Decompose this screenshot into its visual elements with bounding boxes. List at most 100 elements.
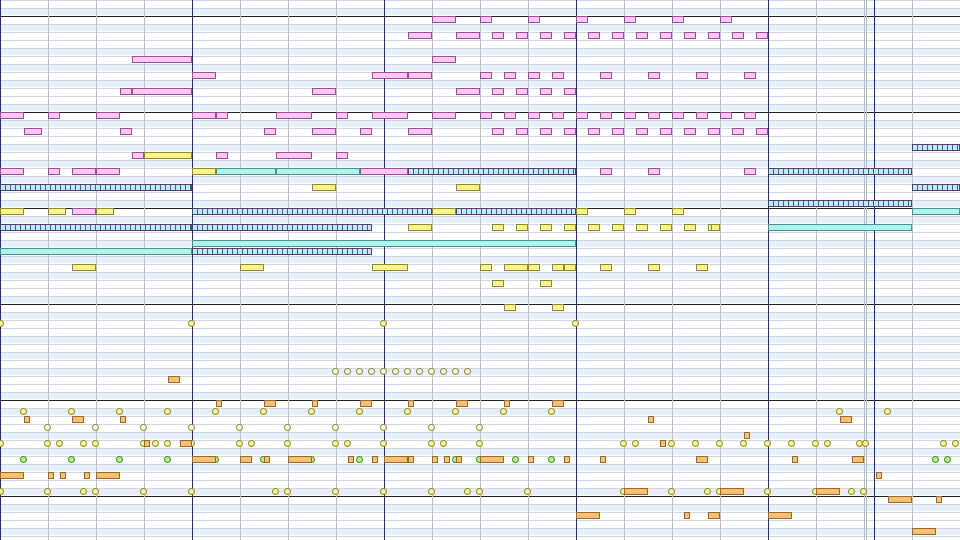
drum-hit[interactable] xyxy=(188,488,195,495)
note[interactable] xyxy=(528,456,534,463)
note[interactable] xyxy=(744,112,756,119)
note[interactable] xyxy=(492,88,504,95)
note[interactable] xyxy=(492,224,504,231)
note[interactable] xyxy=(504,400,510,407)
note[interactable] xyxy=(528,264,540,271)
drum-hit[interactable] xyxy=(44,440,51,447)
note[interactable] xyxy=(660,32,672,39)
note[interactable] xyxy=(624,208,636,215)
drum-hit[interactable] xyxy=(236,440,243,447)
note[interactable] xyxy=(0,184,192,191)
note[interactable] xyxy=(516,128,528,135)
drum-hit[interactable] xyxy=(80,440,87,447)
note[interactable] xyxy=(708,128,720,135)
note[interactable] xyxy=(132,88,192,95)
drum-hit[interactable] xyxy=(164,440,171,447)
drum-hit[interactable] xyxy=(0,440,4,447)
note[interactable] xyxy=(0,208,24,215)
note[interactable] xyxy=(540,224,552,231)
note[interactable] xyxy=(720,112,732,119)
note[interactable] xyxy=(852,456,864,463)
note[interactable] xyxy=(564,88,576,95)
drum-hit[interactable] xyxy=(848,488,855,495)
note[interactable] xyxy=(576,16,588,23)
drum-hit[interactable] xyxy=(632,440,639,447)
note[interactable] xyxy=(516,32,528,39)
note[interactable] xyxy=(684,128,696,135)
note[interactable] xyxy=(492,128,504,135)
drum-hit[interactable] xyxy=(428,424,435,431)
note[interactable] xyxy=(480,264,492,271)
note[interactable] xyxy=(180,440,192,447)
drum-hit[interactable] xyxy=(116,408,123,415)
note[interactable] xyxy=(360,400,372,407)
note[interactable] xyxy=(612,224,624,231)
drum-hit[interactable] xyxy=(862,440,869,447)
drum-hit[interactable] xyxy=(0,320,4,327)
drum-hit[interactable] xyxy=(332,488,339,495)
note[interactable] xyxy=(744,168,756,175)
drum-hit[interactable] xyxy=(212,408,219,415)
drum-hit[interactable] xyxy=(944,456,951,463)
note[interactable] xyxy=(24,416,30,423)
drum-hit[interactable] xyxy=(572,320,579,327)
note[interactable] xyxy=(564,32,576,39)
drum-hit[interactable] xyxy=(500,408,507,415)
note[interactable] xyxy=(936,496,942,503)
note[interactable] xyxy=(576,208,588,215)
drum-hit[interactable] xyxy=(248,440,255,447)
note[interactable] xyxy=(648,168,660,175)
drum-hit[interactable] xyxy=(92,488,99,495)
note[interactable] xyxy=(276,168,360,175)
note[interactable] xyxy=(120,416,126,423)
drum-hit[interactable] xyxy=(188,424,195,431)
drum-hit[interactable] xyxy=(440,440,447,447)
note[interactable] xyxy=(360,128,372,135)
drum-hit[interactable] xyxy=(952,440,959,447)
note[interactable] xyxy=(660,128,672,135)
note[interactable] xyxy=(456,400,468,407)
note[interactable] xyxy=(636,128,648,135)
note[interactable] xyxy=(120,88,132,95)
drum-hit[interactable] xyxy=(44,488,51,495)
note[interactable] xyxy=(240,456,252,463)
drum-hit[interactable] xyxy=(272,488,279,495)
note[interactable] xyxy=(504,304,516,311)
note[interactable] xyxy=(600,456,606,463)
drum-hit[interactable] xyxy=(116,456,123,463)
drum-hit[interactable] xyxy=(476,488,483,495)
note[interactable] xyxy=(60,472,66,479)
note[interactable] xyxy=(264,128,276,135)
drum-hit[interactable] xyxy=(836,408,843,415)
note[interactable] xyxy=(0,224,192,231)
drum-hit[interactable] xyxy=(392,368,399,375)
note[interactable] xyxy=(96,208,114,215)
note[interactable] xyxy=(540,32,552,39)
note[interactable] xyxy=(192,112,216,119)
note[interactable] xyxy=(648,112,660,119)
note[interactable] xyxy=(576,112,588,119)
note[interactable] xyxy=(600,168,612,175)
note[interactable] xyxy=(756,128,768,135)
note[interactable] xyxy=(72,264,96,271)
note[interactable] xyxy=(480,112,492,119)
note[interactable] xyxy=(720,16,732,23)
drum-hit[interactable] xyxy=(932,456,939,463)
note[interactable] xyxy=(312,88,336,95)
drum-hit[interactable] xyxy=(548,408,555,415)
drum-hit[interactable] xyxy=(356,368,363,375)
drum-hit[interactable] xyxy=(308,408,315,415)
note[interactable] xyxy=(192,208,432,215)
note[interactable] xyxy=(432,56,456,63)
note[interactable] xyxy=(264,400,276,407)
note[interactable] xyxy=(48,112,60,119)
note[interactable] xyxy=(840,416,852,423)
note[interactable] xyxy=(0,112,24,119)
note[interactable] xyxy=(540,280,552,287)
note[interactable] xyxy=(132,152,144,159)
note[interactable] xyxy=(0,248,192,255)
drum-hit[interactable] xyxy=(452,408,459,415)
note[interactable] xyxy=(540,128,552,135)
note[interactable] xyxy=(408,128,432,135)
note[interactable] xyxy=(732,32,744,39)
